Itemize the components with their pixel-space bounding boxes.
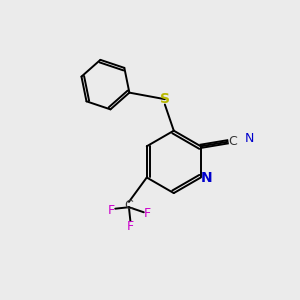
Text: C: C <box>229 135 237 148</box>
Text: F: F <box>127 220 134 233</box>
Text: C: C <box>124 199 133 212</box>
Text: N: N <box>244 132 254 145</box>
Text: F: F <box>144 207 151 220</box>
Text: N: N <box>201 171 213 185</box>
Text: F: F <box>108 204 115 217</box>
Text: S: S <box>160 92 170 106</box>
